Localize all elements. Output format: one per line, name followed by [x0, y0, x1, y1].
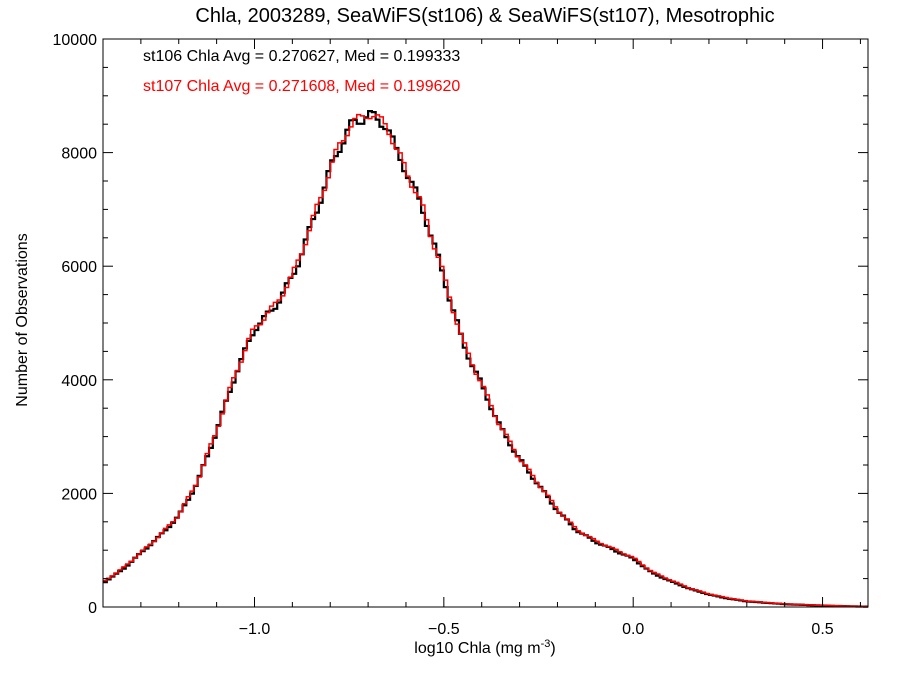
x-tick-label-0: −1.0 [239, 621, 271, 638]
x-axis-label-superscript: -3 [541, 638, 551, 650]
x-tick-label-2: 0.0 [622, 621, 644, 638]
series-st106-line [103, 110, 868, 608]
x-axis-label-main: log10 Chla (mg m [414, 640, 540, 657]
series-layer [103, 110, 868, 608]
st107-stats-annotation: st107 Chla Avg = 0.271608, Med = 0.19962… [143, 78, 460, 95]
series-st107-line [103, 113, 868, 608]
y-tick-label-1: 2000 [61, 486, 97, 503]
y-axis-label: Number of Observations [14, 233, 31, 406]
plot-frame [102, 38, 869, 608]
ticks-layer: −1.0 −0.5 0.0 0.5 0 2000 4000 6000 8000 10000 [53, 32, 868, 638]
x-tick-label-3: 0.5 [811, 621, 833, 638]
x-tick-label-1: −0.5 [428, 621, 460, 638]
y-tick-label-3: 6000 [61, 259, 97, 276]
y-tick-label-0: 0 [88, 600, 97, 617]
y-tick-label-2: 4000 [61, 373, 97, 390]
st106-stats-annotation: st106 Chla Avg = 0.270627, Med = 0.19933… [143, 48, 460, 65]
y-tick-label-5: 10000 [53, 32, 98, 49]
chart-title: Chla, 2003289, SeaWiFS(st106) & SeaWiFS(… [195, 5, 774, 27]
x-axis-label-end: ) [550, 640, 555, 657]
x-axis-label: log10 Chla (mg m-3) [414, 638, 555, 657]
y-tick-label-4: 8000 [61, 146, 97, 163]
